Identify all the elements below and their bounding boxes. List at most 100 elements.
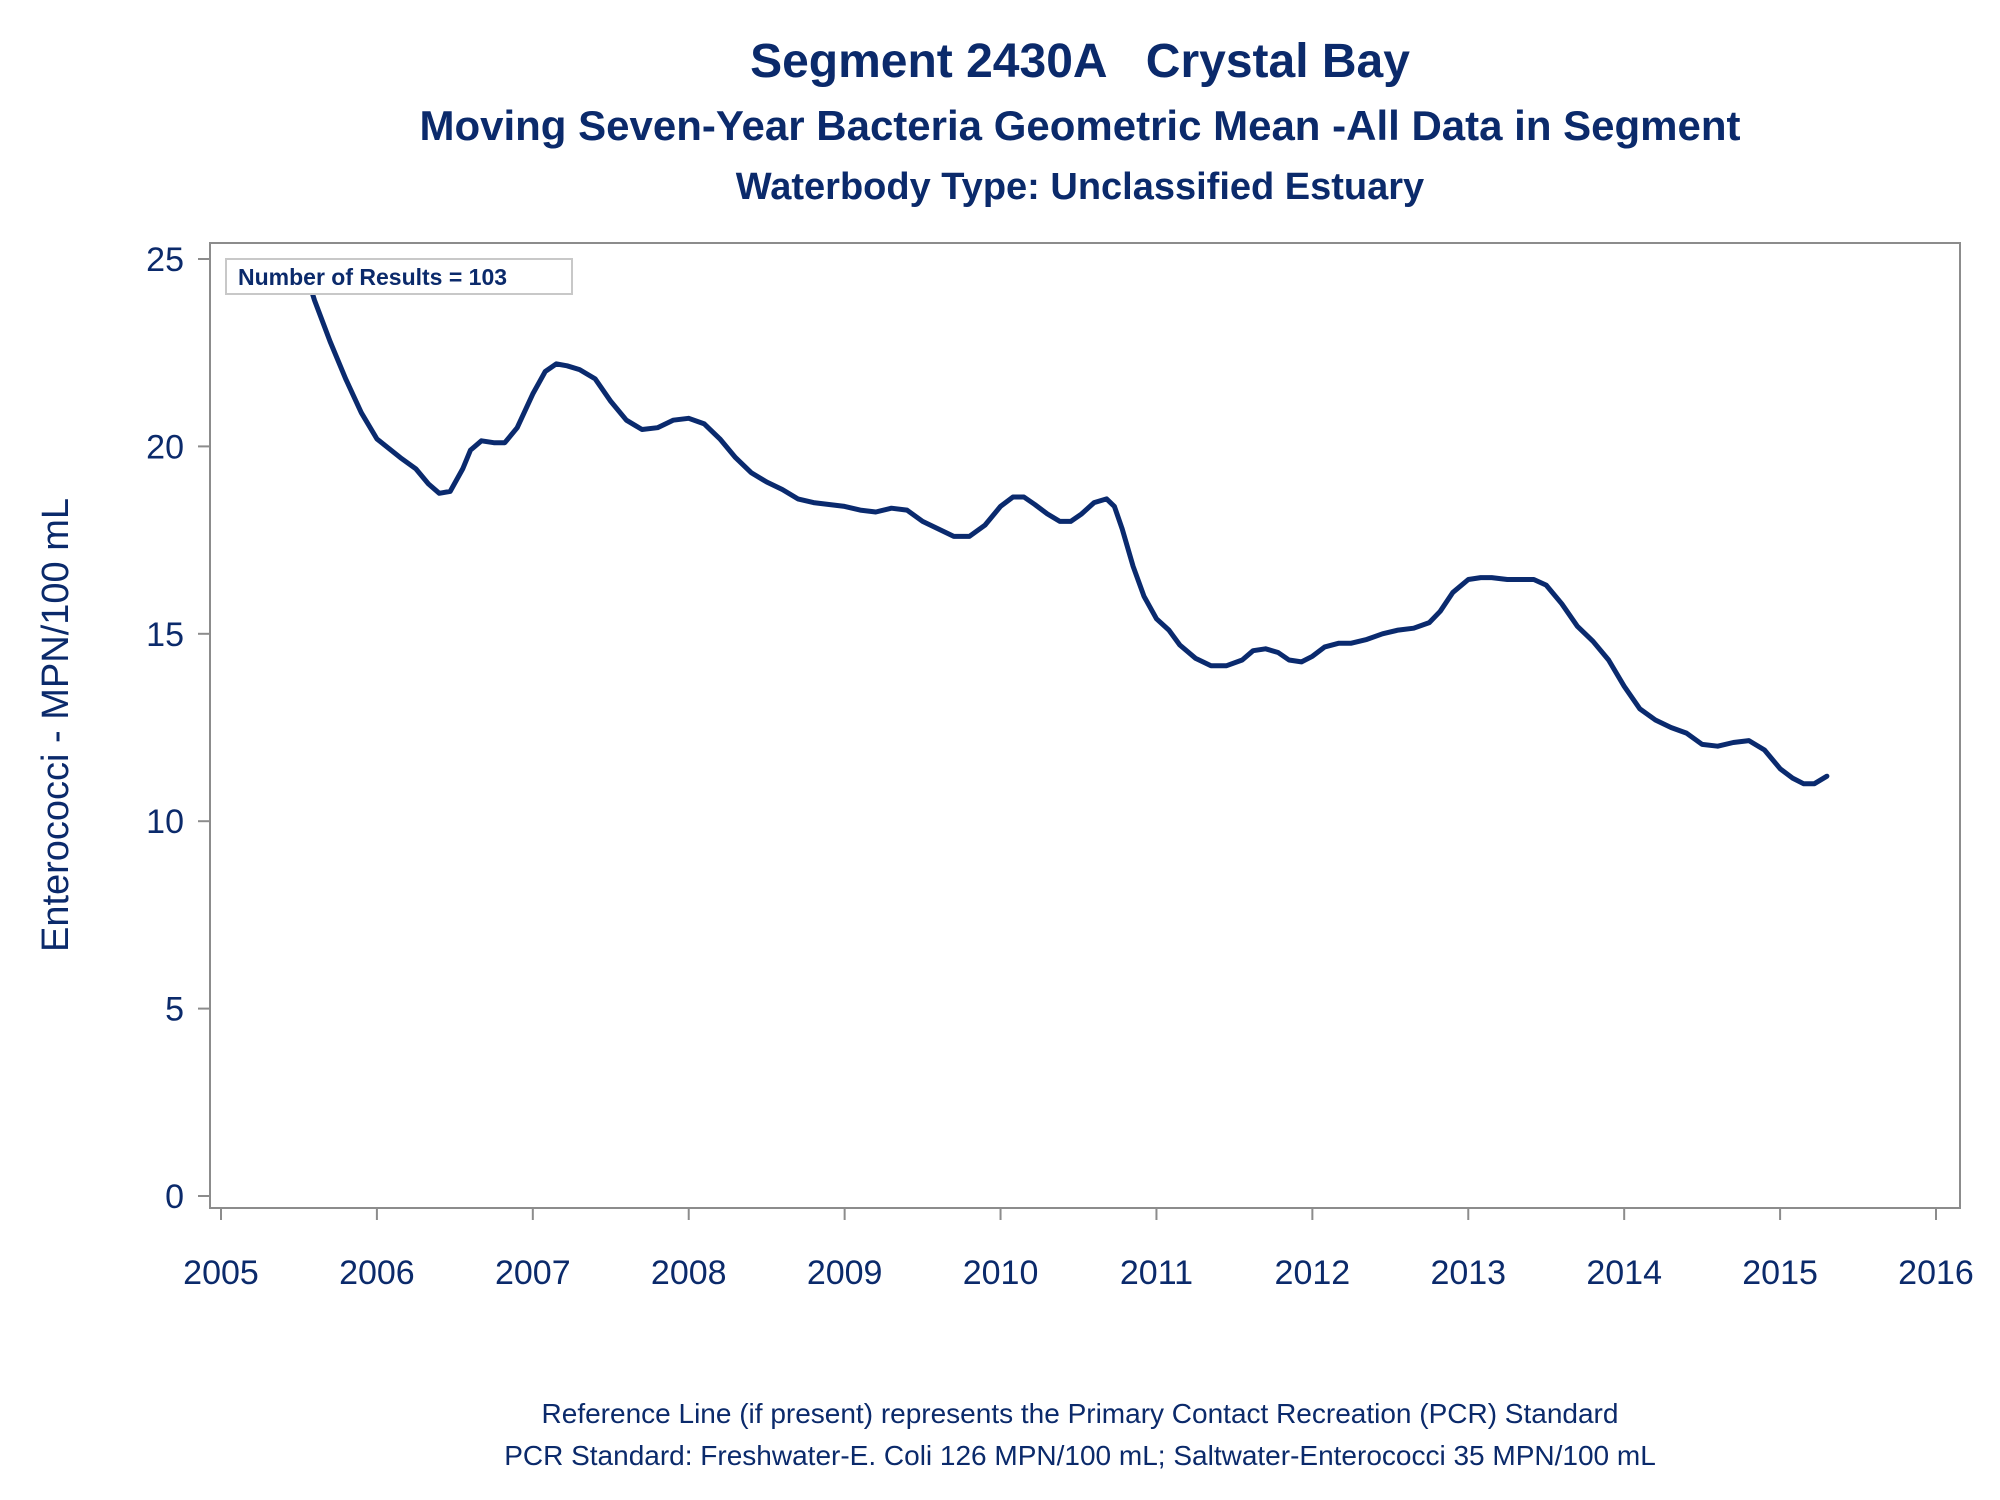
data-point — [1790, 776, 1795, 781]
data-point — [359, 410, 364, 415]
results-count-box — [225, 258, 573, 295]
data-point — [1224, 663, 1229, 668]
data-point — [983, 523, 988, 528]
data-point — [998, 504, 1003, 509]
data-point — [1032, 502, 1037, 507]
data-point — [686, 416, 691, 421]
series-line — [293, 260, 1830, 787]
data-point — [515, 425, 520, 430]
data-point — [491, 440, 496, 445]
data-point — [1637, 706, 1642, 711]
data-point — [448, 489, 453, 494]
data-point — [1336, 641, 1341, 646]
data-point — [749, 470, 754, 475]
data-point — [1057, 519, 1062, 524]
data-point — [1021, 495, 1026, 500]
data-point — [1276, 650, 1281, 655]
x-tick-label: 2007 — [495, 1254, 571, 1292]
data-point — [1142, 594, 1147, 599]
data-point — [1762, 748, 1767, 753]
data-point — [1505, 577, 1510, 582]
data-point — [543, 369, 548, 374]
data-point — [702, 421, 707, 426]
x-tick-label: 2010 — [963, 1254, 1039, 1292]
y-tick-label: 25 — [146, 241, 184, 279]
data-point — [502, 440, 507, 445]
y-tick-label: 15 — [146, 616, 184, 654]
data-point — [873, 510, 878, 515]
x-tick-label: 2009 — [807, 1254, 883, 1292]
data-point — [1011, 495, 1016, 500]
data-point — [1700, 742, 1705, 747]
data-point — [460, 466, 465, 471]
results-count-label: Number of Results = 103 — [238, 264, 507, 290]
y-tick-label: 10 — [146, 803, 184, 841]
data-point — [655, 425, 660, 430]
x-tick-label: 2014 — [1586, 1254, 1662, 1292]
data-point — [1531, 577, 1536, 582]
data-point — [1240, 658, 1245, 663]
y-tick-label: 20 — [146, 428, 184, 466]
data-point — [1684, 731, 1689, 736]
data-point — [889, 506, 894, 511]
chart-subtitle: Moving Seven-Year Bacteria Geometric Mea… — [419, 102, 1741, 149]
data-point — [1591, 639, 1596, 644]
data-point — [1520, 577, 1525, 582]
data-point — [1263, 646, 1268, 651]
data-point — [1396, 628, 1401, 633]
data-point — [1364, 637, 1369, 642]
y-tick-label: 5 — [165, 991, 184, 1029]
data-point — [1349, 641, 1354, 646]
x-tick-label: 2016 — [1898, 1254, 1974, 1292]
data-point — [967, 534, 972, 539]
data-point — [608, 399, 613, 404]
data-point — [1120, 526, 1125, 531]
data-point — [1801, 781, 1806, 786]
data-point — [530, 391, 535, 396]
plot-frame — [209, 242, 1961, 1209]
data-point — [795, 496, 800, 501]
y-tick-label: 0 — [165, 1178, 184, 1216]
data-point — [1287, 658, 1292, 663]
data-point — [374, 436, 379, 441]
data-point — [1322, 644, 1327, 649]
data-point — [593, 376, 598, 381]
data-point — [1154, 616, 1159, 621]
data-point — [671, 418, 676, 423]
data-point — [1380, 631, 1385, 636]
data-point — [565, 363, 570, 368]
data-point — [905, 508, 910, 513]
data-point — [413, 466, 418, 471]
data-point — [1575, 624, 1580, 629]
data-point — [1112, 504, 1117, 509]
data-point — [951, 534, 956, 539]
data-point — [1104, 496, 1109, 501]
data-point — [1251, 648, 1256, 653]
data-point — [1310, 654, 1315, 659]
x-tick-label: 2008 — [651, 1254, 727, 1292]
data-point — [1209, 663, 1214, 668]
data-point — [1411, 626, 1416, 631]
x-tick-label: 2012 — [1275, 1254, 1351, 1292]
data-point — [312, 298, 317, 303]
data-point — [1478, 575, 1483, 580]
data-point — [1450, 590, 1455, 595]
data-point — [1653, 718, 1658, 723]
data-point — [1606, 658, 1611, 663]
data-point — [577, 367, 582, 372]
data-point — [733, 455, 738, 460]
x-axis: 2005 2006 2007 2008 2009 2010 2011 2012 2013 2014… — [183, 1208, 1974, 1292]
footnote-pcr-standard: PCR Standard: Freshwater-E. Coli 126 MPN… — [504, 1440, 1656, 1471]
data-point — [1079, 511, 1084, 516]
data-point — [1166, 628, 1171, 633]
data-point — [1824, 774, 1829, 779]
data-point — [780, 487, 785, 492]
x-tick-label: 2011 — [1120, 1254, 1193, 1292]
data-point — [1731, 740, 1736, 745]
data-point — [1045, 511, 1050, 516]
chart-subtitle-waterbody: Waterbody Type: Unclassified Estuary — [735, 166, 1425, 208]
data-point — [717, 436, 722, 441]
data-point — [1746, 738, 1751, 743]
data-point — [1193, 656, 1198, 661]
